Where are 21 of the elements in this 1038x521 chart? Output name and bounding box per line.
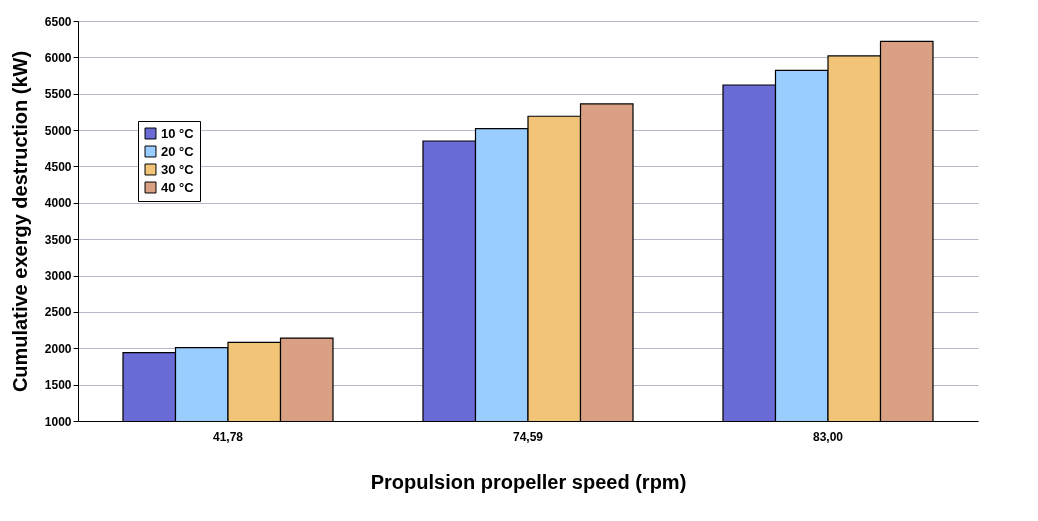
y-tick-label: 6500 bbox=[44, 14, 72, 29]
y-tick-label: 5500 bbox=[44, 87, 72, 102]
y-tick-label: 3000 bbox=[44, 269, 72, 284]
y-tick-label: 5000 bbox=[44, 123, 72, 138]
legend-label: 30 °C bbox=[161, 161, 195, 177]
y-tick-label: 4500 bbox=[44, 159, 72, 174]
y-tick-label: 6000 bbox=[44, 50, 72, 65]
y-tick-label: 4000 bbox=[44, 196, 72, 211]
legend-label: 20 °C bbox=[161, 143, 195, 159]
legend-label: 40 °C bbox=[161, 179, 195, 195]
y-tick-label: 1500 bbox=[44, 378, 72, 393]
x-axis-title: Propulsion propeller speed (rpm) bbox=[370, 470, 687, 493]
y-tick-label: 1000 bbox=[44, 414, 72, 429]
y-axis-title: Cumulative exergy destruction (kW) bbox=[8, 50, 31, 393]
y-tick-label: 2500 bbox=[44, 305, 72, 320]
x-tick-label: 74,59 bbox=[512, 429, 544, 444]
x-tick-label: 83,00 bbox=[812, 429, 844, 444]
y-tick-label: 3500 bbox=[44, 232, 72, 247]
legend-label: 10 °C bbox=[161, 125, 195, 141]
x-tick-label: 41,78 bbox=[212, 429, 244, 444]
y-tick-label: 2000 bbox=[44, 341, 72, 356]
